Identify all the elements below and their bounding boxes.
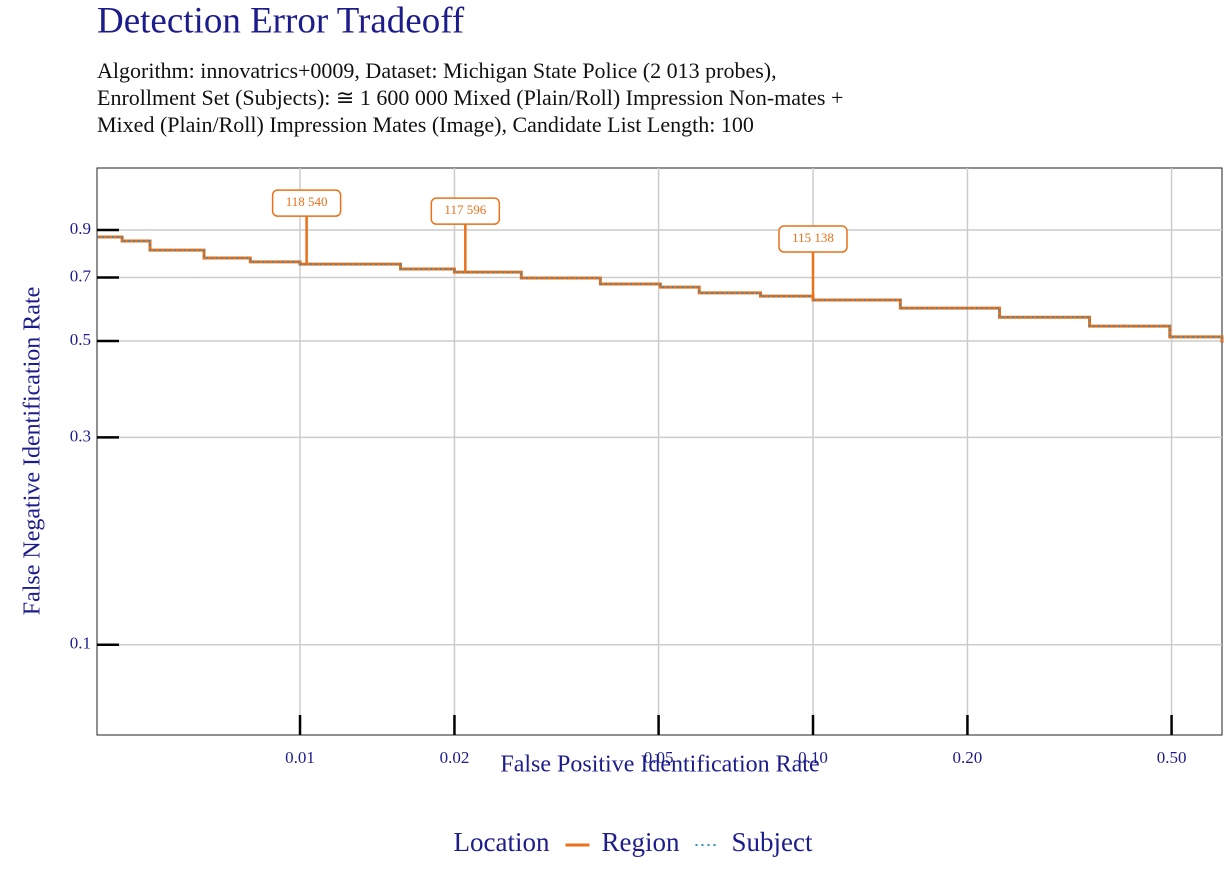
y-tick-label: 0.5 [70,330,91,349]
y-tick-label: 0.7 [70,266,92,285]
subtitle: Mixed (Plain/Roll) Impression Mates (Ima… [97,112,754,137]
x-tick-label: 0.50 [1157,748,1187,767]
legend-title: Location [454,827,550,857]
y-tick-label: 0.1 [70,634,91,653]
chart-title: Detection Error Tradeoff [97,0,465,41]
series-line [97,236,1223,343]
subtitle: Enrollment Set (Subjects): ≅ 1 600 000 M… [97,85,843,110]
subtitle: Algorithm: innovatrics+0009, Dataset: Mi… [97,58,777,83]
x-tick-label: 0.10 [798,748,828,767]
annotation-label: 115 138 [792,230,834,245]
annotation-box [778,225,848,253]
x-tick-label: 0.05 [644,748,674,767]
x-axis-label: False Positive Identification Rate [500,752,819,778]
y-tick-label: 0.3 [70,426,91,445]
annotation-box [271,189,342,217]
legend: Location Region Subject [454,827,813,857]
legend-label: Subject [731,827,812,857]
x-tick-label: 0.02 [440,748,470,767]
x-tick-label: 0.20 [953,748,983,767]
annotation-label: 117 596 [444,202,486,217]
annotation-box [430,197,501,225]
y-axis-label: False Negative Identification Rate [20,287,46,616]
x-tick-label: 0.01 [285,748,315,767]
legend-label: Region [601,827,679,857]
annotation-label: 118 540 [286,194,328,209]
y-tick-label: 0.9 [70,219,91,238]
plot-area [96,167,1223,736]
